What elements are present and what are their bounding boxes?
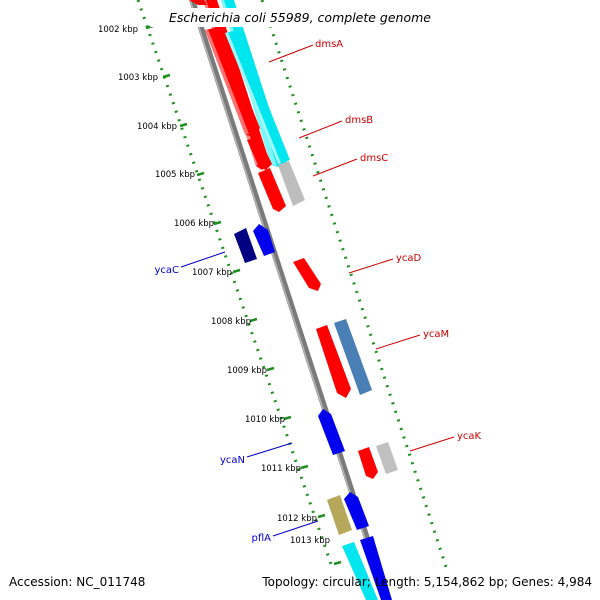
gene-ycaC-navy bbox=[234, 228, 257, 263]
gene-label: pflA bbox=[252, 533, 272, 544]
outer-dotted-track bbox=[260, 0, 449, 571]
connector-dmsA bbox=[268, 44, 314, 63]
gene-ycaK-grey bbox=[376, 442, 398, 474]
tick-1006 bbox=[213, 220, 222, 226]
gene-label: ycaM bbox=[423, 329, 449, 340]
map-title: Escherichia coli 55989, complete genome bbox=[169, 10, 431, 25]
tick-1012 bbox=[317, 513, 326, 519]
tick-1008 bbox=[249, 317, 258, 323]
gene-label: ycaN bbox=[220, 455, 245, 466]
kbp-label: 1013 kbp bbox=[290, 536, 330, 546]
gene-ycaC-blue bbox=[253, 224, 275, 256]
gene-dmsC-grey bbox=[278, 161, 305, 206]
kbp-label: 1003 kbp bbox=[118, 73, 158, 83]
tick-1005 bbox=[196, 171, 205, 177]
kbp-label: 1007 kbp bbox=[192, 268, 232, 278]
gene-pflA-blue bbox=[344, 492, 369, 530]
connector-ycaD bbox=[348, 258, 394, 274]
gene-labels: dmsA dmsB dmsC ycaD ycaM ycaK ycaC ycaN … bbox=[154, 39, 481, 544]
red-label-connectors bbox=[268, 44, 455, 452]
gene-label: ycaD bbox=[396, 253, 422, 264]
gene-ycaN bbox=[318, 409, 345, 455]
connector-ycaN bbox=[246, 442, 293, 458]
kbp-label: 1012 kbp bbox=[277, 514, 317, 524]
tick-1010 bbox=[283, 415, 292, 421]
gene-dmsB bbox=[247, 137, 272, 170]
tick-1011 bbox=[300, 464, 309, 470]
connector-pflA bbox=[272, 520, 319, 537]
title-backdrop bbox=[150, 8, 450, 27]
gene-label: dmsC bbox=[360, 153, 388, 164]
gene-ycaD bbox=[293, 258, 321, 291]
tick-1009 bbox=[266, 366, 275, 372]
kbp-label: 1008 kbp bbox=[211, 317, 251, 327]
gene-blue-bottom bbox=[360, 536, 392, 600]
gene-ycaM-red bbox=[316, 325, 351, 398]
kbp-label: 1006 kbp bbox=[174, 219, 214, 229]
kbp-label: 1009 kbp bbox=[227, 366, 267, 376]
connector-dmsB bbox=[298, 120, 343, 139]
connector-ycaC bbox=[180, 251, 226, 268]
gene-dmsA bbox=[205, 27, 260, 138]
gene-ycaM-steel bbox=[334, 319, 372, 395]
connector-dmsC bbox=[312, 158, 358, 177]
kbp-label: 1004 kbp bbox=[137, 122, 177, 132]
gene-pflA-olive bbox=[327, 495, 352, 535]
tick-1003 bbox=[162, 73, 171, 79]
gene-cyan bbox=[225, 30, 290, 164]
tick-1007 bbox=[232, 268, 241, 274]
gene-label: dmsA bbox=[315, 39, 343, 50]
gene-cyan-bottom bbox=[342, 542, 378, 600]
reverse-genes bbox=[234, 224, 369, 535]
gene-label: dmsB bbox=[345, 115, 373, 126]
gene-highlight bbox=[225, 32, 281, 164]
kbp-labels: 1002 kbp 1003 kbp 1004 kbp 1005 kbp 1006… bbox=[98, 25, 330, 546]
gene-label: ycaK bbox=[457, 431, 482, 442]
kbp-label: 1005 kbp bbox=[155, 170, 195, 180]
inner-dotted-track bbox=[136, 0, 335, 571]
connector-ycaM bbox=[375, 334, 421, 350]
kbp-label: 1011 kbp bbox=[261, 464, 301, 474]
tick-1013 bbox=[333, 560, 342, 566]
tick-1004 bbox=[179, 122, 188, 128]
accession-text: Accession: NC_011748 bbox=[9, 575, 146, 589]
connector-ycaK bbox=[409, 436, 455, 452]
topology-text: Topology: circular; Length: 5,154,862 bp… bbox=[262, 575, 592, 589]
gene-ycaK-red bbox=[358, 447, 378, 479]
gene-highlight bbox=[205, 29, 249, 134]
gene-red bbox=[258, 168, 286, 212]
gene-label: ycaC bbox=[154, 265, 179, 276]
kbp-label: 1002 kbp bbox=[98, 25, 138, 35]
blue-label-connectors bbox=[180, 251, 319, 537]
forward-genes bbox=[189, 0, 398, 600]
gene-block-red bbox=[189, 0, 207, 5]
kbp-label: 1010 kbp bbox=[245, 415, 285, 425]
